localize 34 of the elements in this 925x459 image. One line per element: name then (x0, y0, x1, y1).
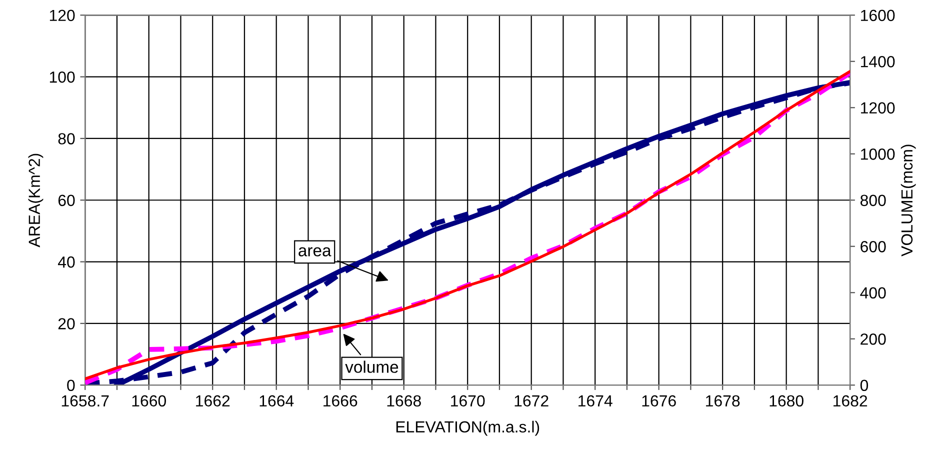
y-tick-label: 100 (50, 71, 75, 83)
x-axis-title: ELEVATION(m.a.s.l) (396, 420, 540, 436)
x-tick-label: 1670 (451, 395, 485, 407)
x-tick-label: 1664 (260, 395, 294, 407)
y2-tick-label: 1000 (861, 148, 895, 160)
y2-axis-title: VOLUME(mcm) (900, 144, 916, 256)
y2-tick-label: 800 (860, 194, 886, 206)
y-tick-label: 80 (58, 133, 75, 144)
y-tick-label: 60 (58, 194, 75, 206)
annotation: area (298, 247, 332, 256)
annotation: volume (345, 360, 398, 373)
y2-tick-label: 0 (860, 380, 868, 392)
x-tick-label: 1666 (324, 395, 358, 407)
y-tick-label: 20 (58, 318, 75, 330)
x-tick-label: 1662 (196, 395, 230, 407)
y2-tick-label: 200 (860, 333, 886, 345)
y2-tick-label: 1400 (861, 56, 895, 68)
y2-tick-label: 1600 (861, 10, 895, 22)
x-tick-label: 1658.7 (62, 395, 109, 407)
x-tick-label: 1668 (387, 395, 421, 407)
x-tick-label: 1674 (578, 395, 612, 407)
y2-tick-label: 1200 (861, 102, 895, 114)
y-axis-title: AREA(Km^2) (28, 154, 44, 248)
x-tick-label: 1660 (132, 395, 166, 407)
x-tick-label: 1676 (642, 395, 676, 407)
y-tick-label: 120 (50, 10, 75, 22)
x-tick-label: 1678 (706, 395, 740, 407)
y2-tick-label: 600 (860, 241, 886, 252)
x-tick-label: 1672 (514, 395, 548, 407)
y2-tick-label: 400 (860, 287, 886, 299)
x-tick-label: 1680 (770, 395, 804, 407)
y-tick-label: 0 (67, 380, 75, 392)
x-tick-label: 1682 (834, 395, 868, 407)
y-tick-label: 40 (58, 256, 75, 268)
